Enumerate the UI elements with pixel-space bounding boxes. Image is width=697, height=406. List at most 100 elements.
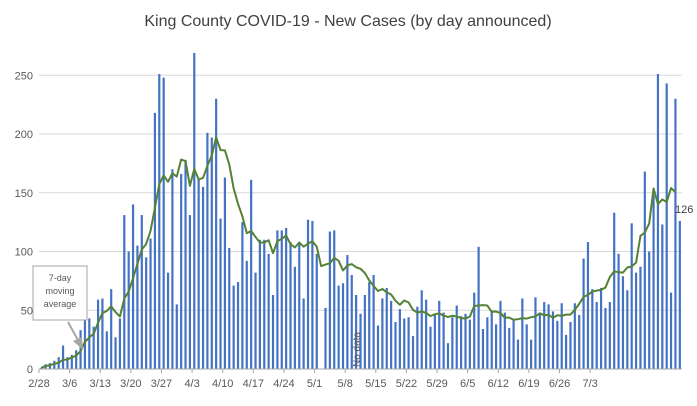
bar: [411, 336, 415, 369]
bar: [346, 255, 349, 369]
bar: [311, 220, 314, 369]
annotations: 7-day moving average No data 126: [32, 204, 693, 367]
bar: [538, 312, 541, 369]
bar: [328, 231, 331, 369]
bar: [232, 285, 235, 369]
bar: [652, 195, 655, 369]
bar: [263, 239, 266, 369]
callout-line-1: 7-day: [49, 273, 72, 283]
bar: [96, 299, 100, 369]
bar: [477, 246, 480, 369]
bar: [586, 242, 590, 369]
bar: [543, 302, 546, 369]
bar: [105, 331, 108, 369]
callout-line-3: average: [44, 299, 77, 309]
bar: [569, 322, 572, 369]
bar: [368, 282, 371, 369]
x-tick-label: 6/19: [518, 378, 539, 390]
bar: [341, 283, 345, 369]
chart-title: King County COVID-19 - New Cases (by day…: [144, 13, 551, 30]
x-tick-label: 5/29: [426, 378, 447, 390]
bar: [661, 224, 664, 369]
bar: [560, 303, 563, 369]
bar: [92, 326, 95, 369]
bar: [223, 177, 226, 369]
bar: [486, 317, 489, 369]
bar: [669, 292, 673, 370]
x-tick-label: 3/6: [62, 378, 77, 390]
x-tick-label: 5/15: [365, 378, 386, 390]
bar: [175, 304, 178, 370]
bar: [158, 74, 161, 369]
bar: [564, 334, 568, 369]
bar: [516, 339, 520, 370]
bar: [372, 275, 375, 369]
bar: [617, 253, 620, 369]
bar: [381, 298, 384, 369]
bar: [608, 302, 611, 369]
bar: [398, 309, 401, 369]
bar: [197, 178, 200, 369]
bar: [599, 287, 603, 369]
bar: [188, 215, 191, 369]
moving-average-line: [40, 136, 677, 369]
bar: [464, 313, 467, 369]
bar: [634, 272, 638, 369]
x-tick-label: 7/3: [582, 378, 597, 390]
bar: [136, 245, 139, 370]
bar: [298, 242, 301, 369]
callout-pointer: [67, 321, 80, 343]
bar: [495, 324, 498, 369]
bar: [621, 276, 625, 369]
bar: [573, 303, 576, 369]
bar: [604, 307, 607, 369]
bar: [149, 238, 152, 369]
bar: [123, 215, 126, 369]
callout-box: [32, 265, 88, 321]
bar: [315, 253, 318, 369]
bar: [578, 314, 581, 369]
bar: [591, 289, 594, 369]
bar: [425, 299, 428, 369]
bar: [442, 312, 445, 369]
no-data-label: No data: [352, 332, 363, 367]
bar: [665, 83, 668, 369]
bar: [118, 318, 122, 369]
bar: [455, 305, 458, 369]
callout-line-2: moving: [45, 286, 74, 296]
bar: [446, 343, 450, 369]
bar: [228, 247, 231, 369]
bar: [162, 77, 165, 369]
bar: [88, 318, 91, 369]
bar: [293, 266, 296, 369]
bar: [285, 228, 288, 369]
bar: [267, 253, 270, 369]
bar: [258, 239, 261, 369]
bar: [206, 132, 209, 369]
bar: [438, 300, 441, 369]
bar: [433, 313, 436, 369]
bar: [359, 313, 362, 369]
bar: [481, 329, 485, 369]
bar: [70, 354, 73, 369]
x-tick-label: 4/10: [212, 378, 233, 390]
x-tick-label: 6/12: [488, 378, 509, 390]
y-tick-label: 250: [15, 70, 33, 82]
bar: [75, 350, 78, 369]
bar: [219, 218, 222, 369]
bar: [613, 212, 616, 369]
bar: [429, 326, 432, 369]
bar: [241, 222, 244, 370]
bar: [551, 311, 555, 369]
bar: [215, 98, 218, 369]
bar: [403, 318, 406, 369]
bar: [468, 319, 471, 369]
bar: [166, 272, 170, 369]
y-tick-label: 100: [15, 247, 33, 259]
bar: [114, 337, 117, 369]
bar: [460, 316, 463, 370]
bar: [280, 230, 283, 369]
